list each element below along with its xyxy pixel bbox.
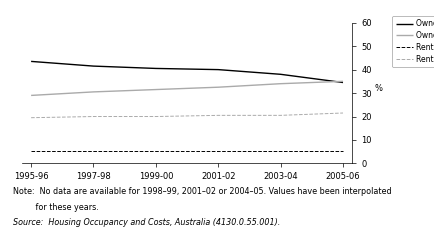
Renter – private landlord [277, 114, 283, 117]
Owner with a mortgage [215, 86, 220, 89]
Renter – state/territory housing authority [91, 149, 96, 152]
Owner with a mortgage [277, 82, 283, 85]
Renter – state/territory housing authority [215, 149, 220, 152]
Renter – private landlord [215, 114, 220, 117]
Y-axis label: %: % [374, 84, 382, 93]
Renter – state/territory housing authority [339, 149, 345, 152]
Owner without a mortgage [339, 81, 345, 84]
Line: Owner with a mortgage: Owner with a mortgage [31, 81, 342, 95]
Owner without a mortgage [277, 73, 283, 76]
Renter – state/territory housing authority [29, 149, 34, 152]
Renter – private landlord [29, 116, 34, 119]
Owner without a mortgage [29, 60, 34, 63]
Owner without a mortgage [153, 67, 158, 70]
Owner without a mortgage [215, 68, 220, 71]
Renter – state/territory housing authority [277, 149, 283, 152]
Line: Renter – private landlord: Renter – private landlord [31, 113, 342, 118]
Renter – private landlord [153, 115, 158, 118]
Line: Owner without a mortgage: Owner without a mortgage [31, 61, 342, 82]
Legend: Owner without a mortgage, Owner with a mortgage, Renter – state/territory housin: Owner without a mortgage, Owner with a m… [391, 16, 434, 67]
Owner with a mortgage [339, 80, 345, 83]
Renter – private landlord [339, 112, 345, 114]
Renter – private landlord [91, 115, 96, 118]
Text: Source:  Housing Occupancy and Costs, Australia (4130.0.55.001).: Source: Housing Occupancy and Costs, Aus… [13, 218, 279, 227]
Renter – state/territory housing authority [153, 149, 158, 152]
Owner without a mortgage [91, 65, 96, 67]
Owner with a mortgage [29, 94, 34, 97]
Text: Note:  No data are available for 1998–99, 2001–02 or 2004–05. Values have been i: Note: No data are available for 1998–99,… [13, 187, 391, 196]
Owner with a mortgage [91, 91, 96, 93]
Text: for these years.: for these years. [13, 203, 99, 212]
Owner with a mortgage [153, 88, 158, 91]
